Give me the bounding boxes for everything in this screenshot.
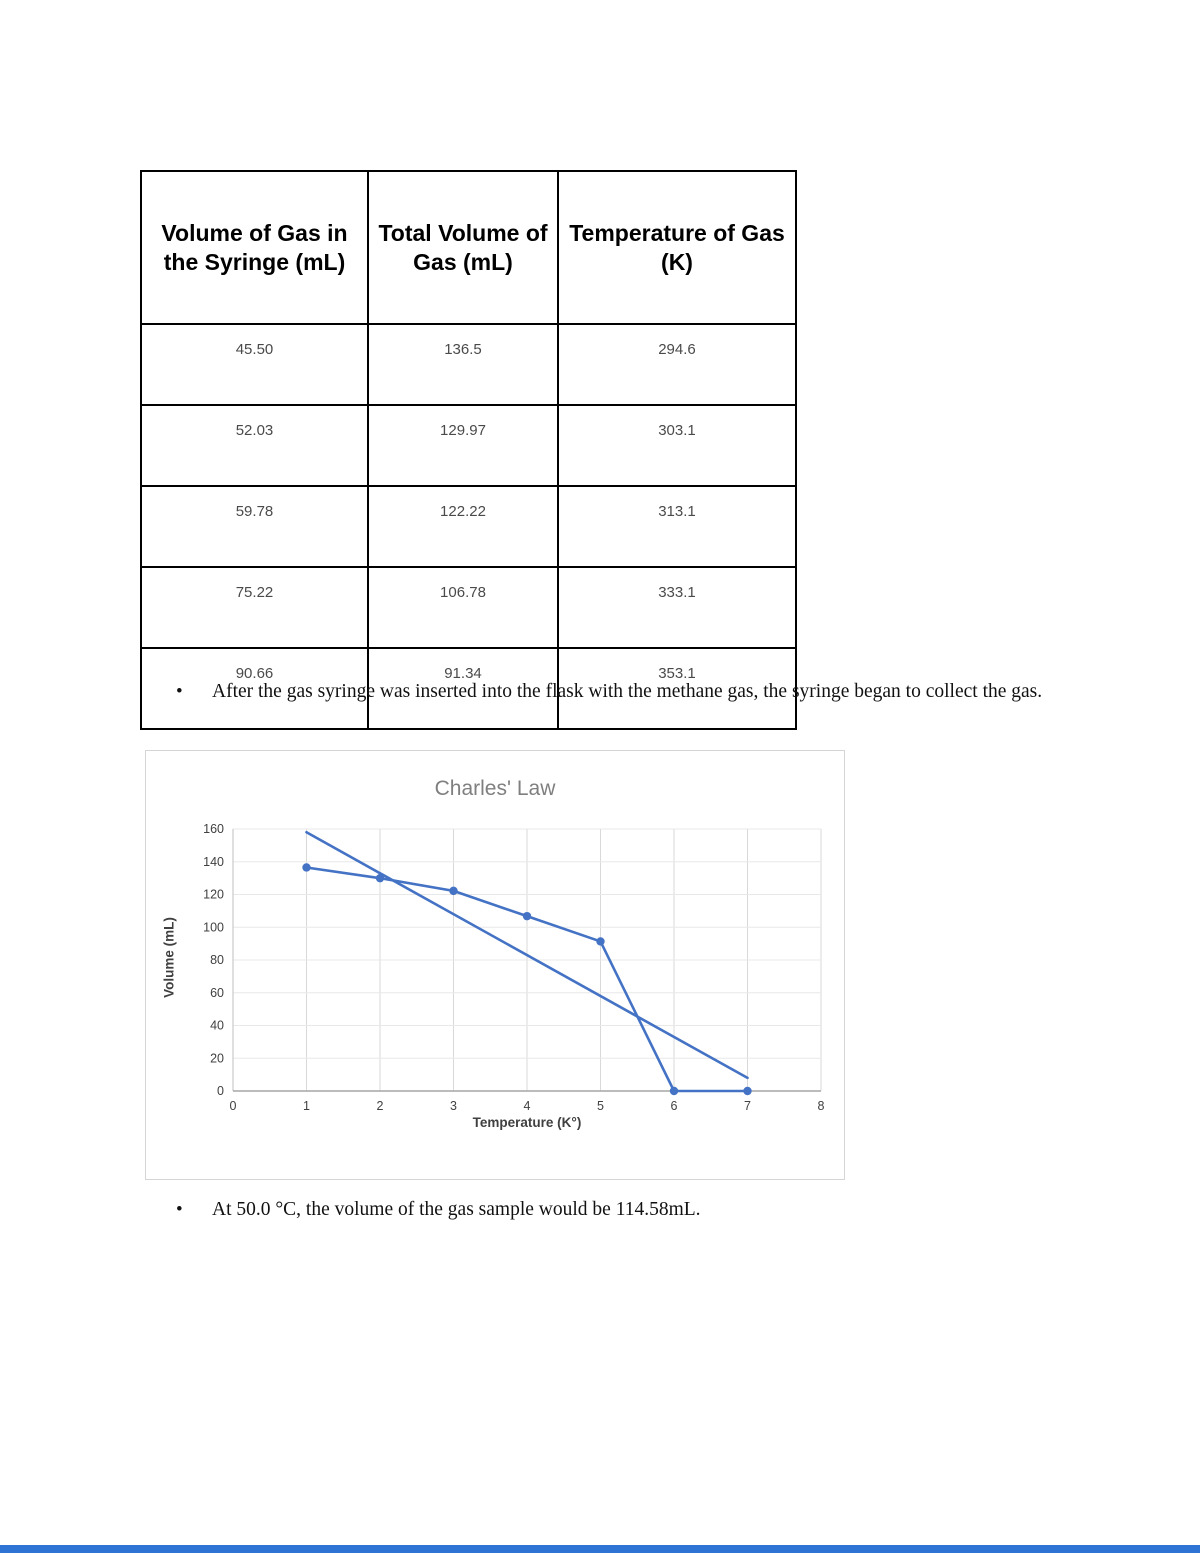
table-row: 59.78 122.22 313.1: [140, 485, 797, 568]
bullet-item-2: • At 50.0 °C, the volume of the gas samp…: [176, 1196, 701, 1224]
table-cell: 59.78: [140, 485, 369, 568]
svg-text:0: 0: [230, 1099, 237, 1113]
svg-text:5: 5: [597, 1099, 604, 1113]
table-cell: 129.97: [367, 404, 559, 487]
bullet-text-1: After the gas syringe was inserted into …: [212, 681, 1043, 702]
table-cell: 52.03: [140, 404, 369, 487]
table-cell: 353.1: [557, 647, 797, 730]
table-cell: 106.78: [367, 566, 559, 649]
table-row: 75.22 106.78 333.1: [140, 566, 797, 649]
page-bottom-divider: [0, 1545, 1200, 1553]
table-row: 90.66 91.34 353.1: [140, 647, 797, 730]
svg-text:7: 7: [744, 1099, 751, 1113]
svg-text:120: 120: [203, 888, 224, 902]
svg-text:6: 6: [671, 1099, 678, 1113]
svg-text:160: 160: [203, 822, 224, 836]
table-header-cell: Temperature of Gas (K): [557, 170, 797, 325]
table-row: 52.03 129.97 303.1: [140, 404, 797, 487]
bullet-text-2: At 50.0 °C, the volume of the gas sample…: [212, 1199, 701, 1220]
svg-text:80: 80: [210, 953, 224, 967]
table-cell: 45.50: [140, 323, 369, 406]
bullet-marker: •: [176, 1199, 183, 1220]
svg-text:1: 1: [303, 1099, 310, 1113]
table-cell: 136.5: [367, 323, 559, 406]
chart-title: Charles' Law: [434, 777, 556, 800]
table-header-cell: Total Volume of Gas (mL): [367, 170, 559, 325]
table-cell: 313.1: [557, 485, 797, 568]
svg-text:3: 3: [450, 1099, 457, 1113]
table-cell: 303.1: [557, 404, 797, 487]
table-cell: 90.66: [140, 647, 369, 730]
svg-text:20: 20: [210, 1051, 224, 1065]
table-cell: 294.6: [557, 323, 797, 406]
svg-text:0: 0: [217, 1084, 224, 1098]
table-header-cell: Volume of Gas in the Syringe (mL): [140, 170, 369, 325]
svg-text:40: 40: [210, 1019, 224, 1033]
svg-text:100: 100: [203, 920, 224, 934]
chart-y-axis-label: Volume (mL): [161, 917, 177, 998]
bullet-marker: •: [176, 681, 183, 702]
table-row: 45.50 136.5 294.6: [140, 323, 797, 406]
table-cell: 75.22: [140, 566, 369, 649]
chart-x-axis-label: Temperature (K°): [472, 1115, 582, 1130]
svg-text:2: 2: [377, 1099, 384, 1113]
table-header-row: Volume of Gas in the Syringe (mL) Total V…: [140, 170, 797, 325]
table-cell: 333.1: [557, 566, 797, 649]
svg-text:8: 8: [818, 1099, 825, 1113]
table-body: 45.50 136.5 294.6 52.03 129.97 303.1 59.78 122.…: [140, 323, 797, 730]
results-table: Volume of Gas in the Syringe (mL) Total V…: [140, 170, 797, 730]
charles-law-chart: 0 1 2 3 4 5 6 7 8 0 20 40 60 80 100 120 140 160 Charles' …: [145, 750, 845, 1180]
svg-text:4: 4: [524, 1099, 531, 1113]
table-cell: 91.34: [367, 647, 559, 730]
table-cell: 122.22: [367, 485, 559, 568]
svg-text:60: 60: [210, 986, 224, 1000]
bullet-item-1: • After the gas syringe was inserted int…: [176, 678, 1042, 706]
svg-text:140: 140: [203, 855, 224, 869]
